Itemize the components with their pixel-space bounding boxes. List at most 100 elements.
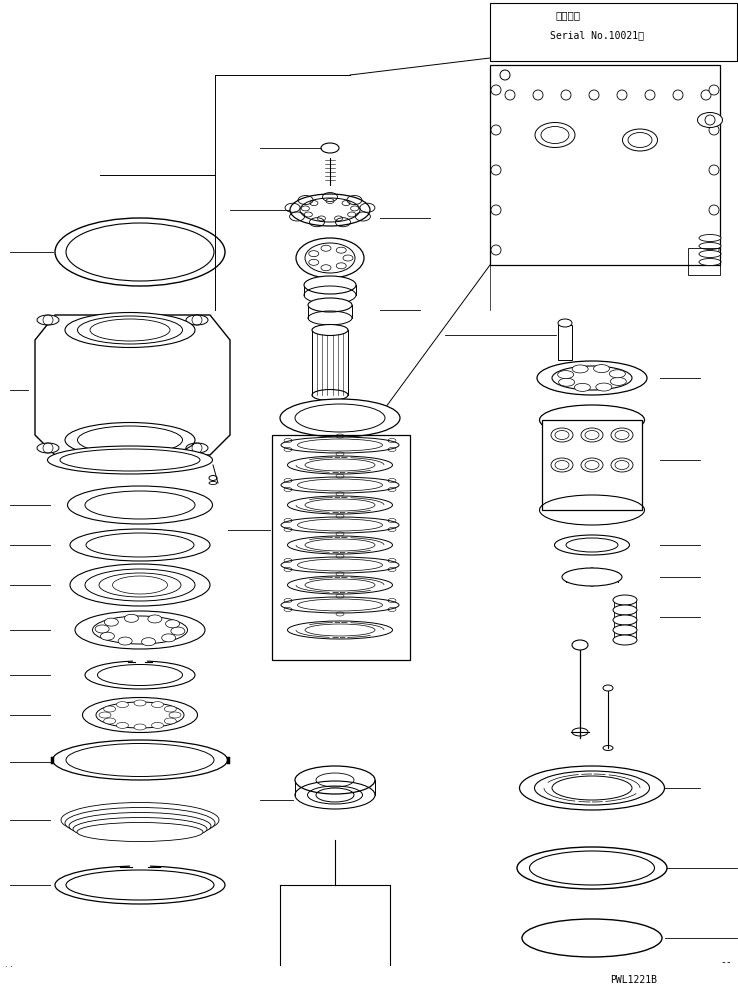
Ellipse shape <box>169 712 181 718</box>
Ellipse shape <box>75 611 205 649</box>
Ellipse shape <box>117 722 128 728</box>
Ellipse shape <box>697 113 723 128</box>
Ellipse shape <box>67 486 213 524</box>
Ellipse shape <box>281 597 399 613</box>
Ellipse shape <box>613 625 637 635</box>
Ellipse shape <box>610 370 625 378</box>
Circle shape <box>709 245 719 255</box>
Circle shape <box>709 125 719 135</box>
Text: Serial No.10021～: Serial No.10021～ <box>550 30 644 40</box>
Bar <box>490 3 737 61</box>
Ellipse shape <box>65 808 215 838</box>
Circle shape <box>491 165 501 175</box>
Ellipse shape <box>118 637 132 645</box>
Ellipse shape <box>142 637 156 646</box>
Ellipse shape <box>100 632 114 640</box>
Circle shape <box>491 205 501 215</box>
Ellipse shape <box>288 496 393 514</box>
Ellipse shape <box>70 529 210 561</box>
Ellipse shape <box>134 724 146 730</box>
Ellipse shape <box>65 312 195 348</box>
Ellipse shape <box>611 428 633 442</box>
Ellipse shape <box>165 706 176 712</box>
Ellipse shape <box>70 564 210 606</box>
Circle shape <box>491 85 501 95</box>
Ellipse shape <box>165 619 179 628</box>
Ellipse shape <box>559 379 575 386</box>
Bar <box>542 420 642 510</box>
Ellipse shape <box>699 243 721 250</box>
Ellipse shape <box>165 718 176 724</box>
Text: 適用号機: 適用号機 <box>555 10 580 20</box>
Ellipse shape <box>77 823 203 841</box>
Ellipse shape <box>312 324 348 336</box>
Ellipse shape <box>288 456 393 474</box>
Ellipse shape <box>581 428 603 442</box>
Ellipse shape <box>52 740 227 780</box>
Ellipse shape <box>558 319 572 327</box>
Ellipse shape <box>47 446 213 474</box>
Ellipse shape <box>572 640 588 650</box>
Ellipse shape <box>574 384 590 391</box>
Ellipse shape <box>186 315 208 325</box>
Ellipse shape <box>613 605 637 615</box>
Ellipse shape <box>104 718 116 724</box>
Ellipse shape <box>517 847 667 889</box>
Ellipse shape <box>551 428 573 442</box>
Ellipse shape <box>295 766 375 794</box>
Polygon shape <box>35 315 230 455</box>
Ellipse shape <box>55 866 225 904</box>
Ellipse shape <box>562 568 622 586</box>
Circle shape <box>709 85 719 95</box>
Ellipse shape <box>520 766 664 810</box>
Ellipse shape <box>151 722 164 728</box>
Ellipse shape <box>699 235 721 242</box>
Ellipse shape <box>572 365 588 373</box>
Ellipse shape <box>699 259 721 266</box>
Ellipse shape <box>125 614 139 622</box>
Ellipse shape <box>151 702 164 708</box>
Circle shape <box>709 205 719 215</box>
Ellipse shape <box>581 458 603 472</box>
Ellipse shape <box>596 384 612 391</box>
Ellipse shape <box>537 361 647 395</box>
Ellipse shape <box>69 813 211 839</box>
Ellipse shape <box>622 129 658 151</box>
Ellipse shape <box>611 458 633 472</box>
Bar <box>490 65 720 265</box>
Ellipse shape <box>296 238 364 278</box>
Ellipse shape <box>613 615 637 625</box>
Ellipse shape <box>186 443 208 453</box>
Ellipse shape <box>281 477 399 493</box>
Ellipse shape <box>73 818 207 840</box>
Ellipse shape <box>288 621 393 639</box>
Ellipse shape <box>37 315 59 325</box>
Ellipse shape <box>288 576 393 594</box>
Ellipse shape <box>280 399 400 437</box>
Ellipse shape <box>290 194 370 226</box>
Ellipse shape <box>554 535 630 555</box>
Ellipse shape <box>522 919 662 957</box>
Ellipse shape <box>603 685 613 691</box>
Ellipse shape <box>613 595 637 605</box>
Ellipse shape <box>61 803 219 837</box>
Text: --: -- <box>720 957 732 967</box>
Ellipse shape <box>104 618 118 626</box>
Ellipse shape <box>281 437 399 453</box>
Ellipse shape <box>134 700 146 706</box>
Bar <box>558 325 572 360</box>
Ellipse shape <box>610 378 627 385</box>
Ellipse shape <box>304 276 356 294</box>
Ellipse shape <box>37 443 59 453</box>
Ellipse shape <box>117 702 128 708</box>
Circle shape <box>491 245 501 255</box>
Ellipse shape <box>535 123 575 148</box>
Ellipse shape <box>551 458 573 472</box>
Ellipse shape <box>171 627 184 635</box>
Circle shape <box>709 165 719 175</box>
Ellipse shape <box>85 661 195 689</box>
Ellipse shape <box>95 625 109 633</box>
Ellipse shape <box>281 557 399 573</box>
Ellipse shape <box>308 298 352 312</box>
Text: . .: . . <box>5 960 13 969</box>
